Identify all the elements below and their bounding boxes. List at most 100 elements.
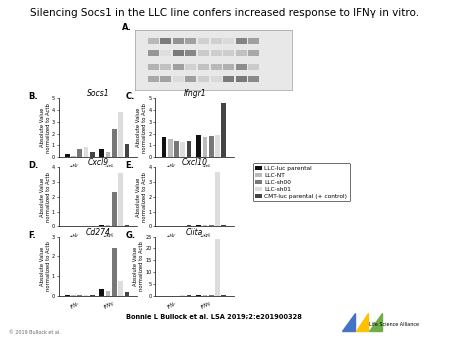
Bar (211, 50, 221, 56)
Bar (71, 295, 76, 296)
Bar (71, 156, 76, 157)
Bar (99, 149, 104, 157)
Y-axis label: Absolute Value
normalized to Actb: Absolute Value normalized to Actb (40, 172, 50, 222)
Text: B.: B. (29, 92, 38, 101)
Bar (65, 154, 69, 157)
Bar (198, 64, 209, 70)
Bar (211, 76, 221, 82)
Bar (125, 292, 130, 296)
Bar (196, 295, 201, 296)
Bar (65, 295, 69, 296)
Bar (209, 136, 214, 157)
Bar (118, 281, 123, 296)
Title: Ifngr1: Ifngr1 (183, 89, 206, 98)
Bar (185, 76, 196, 82)
Bar (148, 50, 158, 56)
Bar (248, 38, 259, 44)
Bar (160, 76, 171, 82)
Bar (187, 225, 192, 226)
Bar (202, 295, 207, 296)
Text: Bonnie L Bullock et al. LSA 2019;2:e201900328: Bonnie L Bullock et al. LSA 2019;2:e2019… (126, 313, 302, 319)
Bar (180, 142, 185, 157)
Bar (202, 225, 207, 226)
Bar (148, 38, 158, 44)
Bar (248, 50, 259, 56)
Bar (211, 38, 221, 44)
Bar (211, 64, 221, 70)
Bar (77, 295, 82, 296)
Text: F.: F. (29, 231, 36, 240)
Text: G.: G. (125, 231, 135, 240)
Text: A.: A. (122, 23, 132, 32)
Polygon shape (356, 313, 368, 331)
Bar (196, 225, 201, 226)
Text: Life Science Alliance: Life Science Alliance (369, 322, 419, 327)
Bar (198, 38, 209, 44)
Title: Cxcl10: Cxcl10 (182, 158, 207, 167)
Bar (77, 149, 82, 157)
Bar (148, 64, 158, 70)
Bar (185, 64, 196, 70)
Bar (185, 50, 196, 56)
Bar (185, 38, 196, 44)
Bar (84, 147, 88, 157)
Bar (202, 137, 207, 157)
Bar (173, 64, 184, 70)
Bar (215, 239, 220, 296)
Bar (173, 38, 184, 44)
Bar (198, 50, 209, 56)
Bar (125, 225, 130, 226)
Bar (215, 172, 220, 226)
Bar (118, 112, 123, 157)
Text: D.: D. (29, 161, 39, 170)
Bar (236, 38, 247, 44)
Y-axis label: Absolute Value
normalized to Actb: Absolute Value normalized to Actb (133, 241, 144, 291)
Bar (215, 135, 220, 157)
Bar (112, 129, 117, 157)
Bar (160, 50, 171, 56)
Bar (106, 225, 111, 226)
Bar (209, 295, 214, 296)
Bar (248, 76, 259, 82)
Bar (174, 141, 179, 157)
Bar (168, 139, 172, 157)
Bar (196, 135, 201, 157)
Bar (187, 295, 192, 296)
Bar (84, 295, 88, 296)
Text: Silencing Socs1 in the LLC line confers increased response to IFNγ in vitro.: Silencing Socs1 in the LLC line confers … (31, 8, 419, 19)
Bar (99, 289, 104, 296)
Y-axis label: Absolute Value
normalized to Actb: Absolute Value normalized to Actb (40, 241, 50, 291)
Y-axis label: Absolute Value
normalized to Actb: Absolute Value normalized to Actb (40, 103, 50, 152)
Bar (112, 192, 117, 226)
Bar (223, 50, 234, 56)
Y-axis label: Absolute Value
normalized to Actb: Absolute Value normalized to Actb (136, 172, 147, 222)
Bar (248, 64, 259, 70)
Bar (148, 76, 158, 82)
Bar (236, 50, 247, 56)
Bar (223, 76, 234, 82)
Bar (125, 144, 130, 157)
Bar (223, 64, 234, 70)
Bar (106, 152, 111, 157)
Bar (160, 64, 171, 70)
Bar (221, 225, 226, 226)
Polygon shape (369, 313, 382, 331)
Bar (173, 50, 184, 56)
Text: E.: E. (125, 161, 134, 170)
Polygon shape (342, 313, 355, 331)
Bar (198, 76, 209, 82)
Text: © 2019 Bullock et al.: © 2019 Bullock et al. (9, 330, 61, 335)
Bar (160, 38, 171, 44)
Bar (236, 64, 247, 70)
Bar (162, 137, 166, 157)
Bar (221, 103, 226, 157)
Bar (90, 295, 94, 296)
Bar (118, 173, 123, 226)
Bar (173, 76, 184, 82)
Bar (90, 152, 94, 157)
Bar (209, 225, 214, 226)
Bar (187, 141, 192, 157)
Bar (99, 225, 104, 226)
Title: Socs1: Socs1 (86, 89, 109, 98)
Bar (221, 295, 226, 296)
